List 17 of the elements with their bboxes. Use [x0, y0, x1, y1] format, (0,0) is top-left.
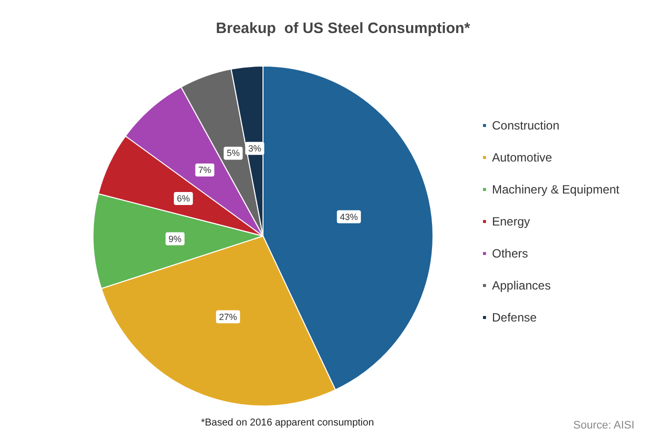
- chart-title: Breakup of US Steel Consumption*: [216, 20, 470, 37]
- legend-label: Machinery & Equipment: [492, 182, 620, 196]
- data-label: 9%: [168, 234, 182, 244]
- data-label: 7%: [198, 164, 212, 175]
- data-label: 43%: [340, 212, 358, 222]
- data-label: 27%: [219, 312, 238, 322]
- data-label: 3%: [248, 143, 262, 154]
- data-label: 5%: [226, 148, 240, 158]
- text: *Based on 2016 apparent consumption: [201, 418, 374, 428]
- data-label: 6%: [176, 194, 190, 204]
- legend-label: Defense: [492, 310, 538, 324]
- legend-label: Appliances: [492, 278, 551, 292]
- legend-label: Construction: [492, 118, 560, 132]
- legend-label: Automotive: [492, 150, 552, 164]
- legend-label: Energy: [492, 214, 530, 228]
- legend-label: Others: [492, 246, 528, 260]
- source-note: Source: AISI: [573, 420, 634, 432]
